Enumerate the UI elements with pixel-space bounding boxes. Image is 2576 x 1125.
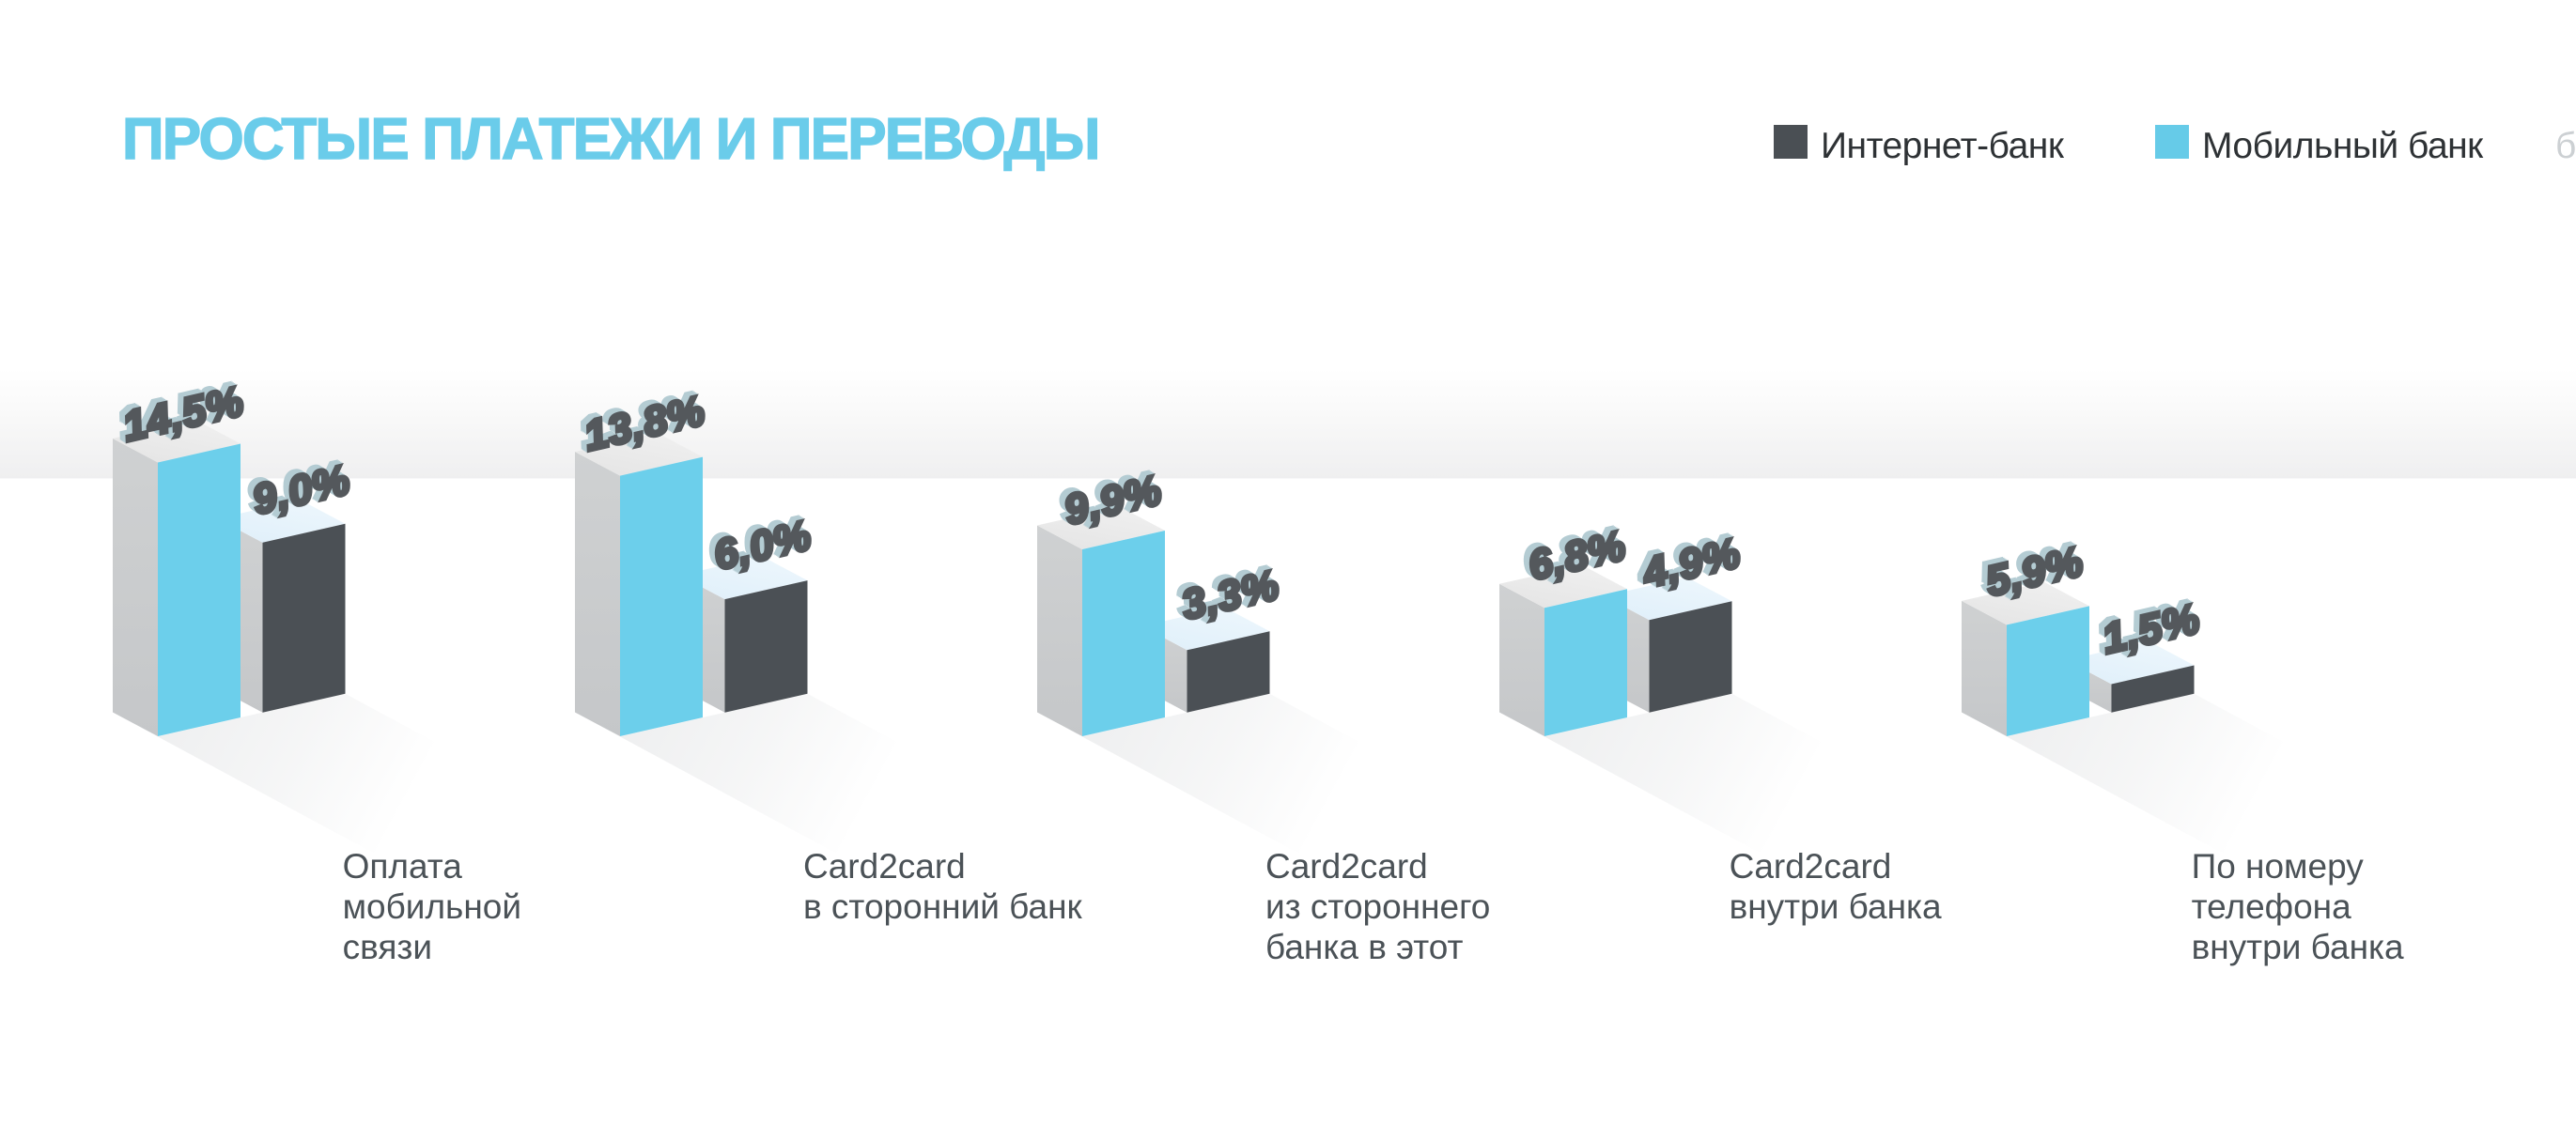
svg-text:Card2card: Card2card [1265, 847, 1428, 886]
svg-text:телефона: телефона [2192, 887, 2351, 926]
svg-text:в сторонний банк: в сторонний банк [803, 887, 1083, 926]
svg-text:из стороннего: из стороннего [1265, 887, 1490, 926]
svg-text:банка в этот: банка в этот [1265, 928, 1464, 966]
svg-text:связи: связи [343, 928, 432, 966]
svg-text:Мобильный банк: Мобильный банк [2202, 126, 2484, 166]
svg-text:банк: банк [2555, 126, 2576, 166]
svg-text:Интернет-банк: Интернет-банк [1821, 126, 2065, 166]
svg-text:мобильной: мобильной [343, 887, 521, 926]
svg-text:По номеру: По номеру [2192, 847, 2365, 886]
svg-text:Оплата: Оплата [343, 847, 463, 886]
svg-text:внутри банка: внутри банка [1730, 887, 1942, 926]
svg-text:ПРОСТЫЕ ПЛАТЕЖИ И ПЕРЕВОДЫ: ПРОСТЫЕ ПЛАТЕЖИ И ПЕРЕВОДЫ [122, 107, 1099, 172]
svg-text:Card2card: Card2card [1730, 847, 1892, 886]
svg-text:Card2card: Card2card [803, 847, 966, 886]
svg-text:внутри банка: внутри банка [2192, 928, 2404, 966]
